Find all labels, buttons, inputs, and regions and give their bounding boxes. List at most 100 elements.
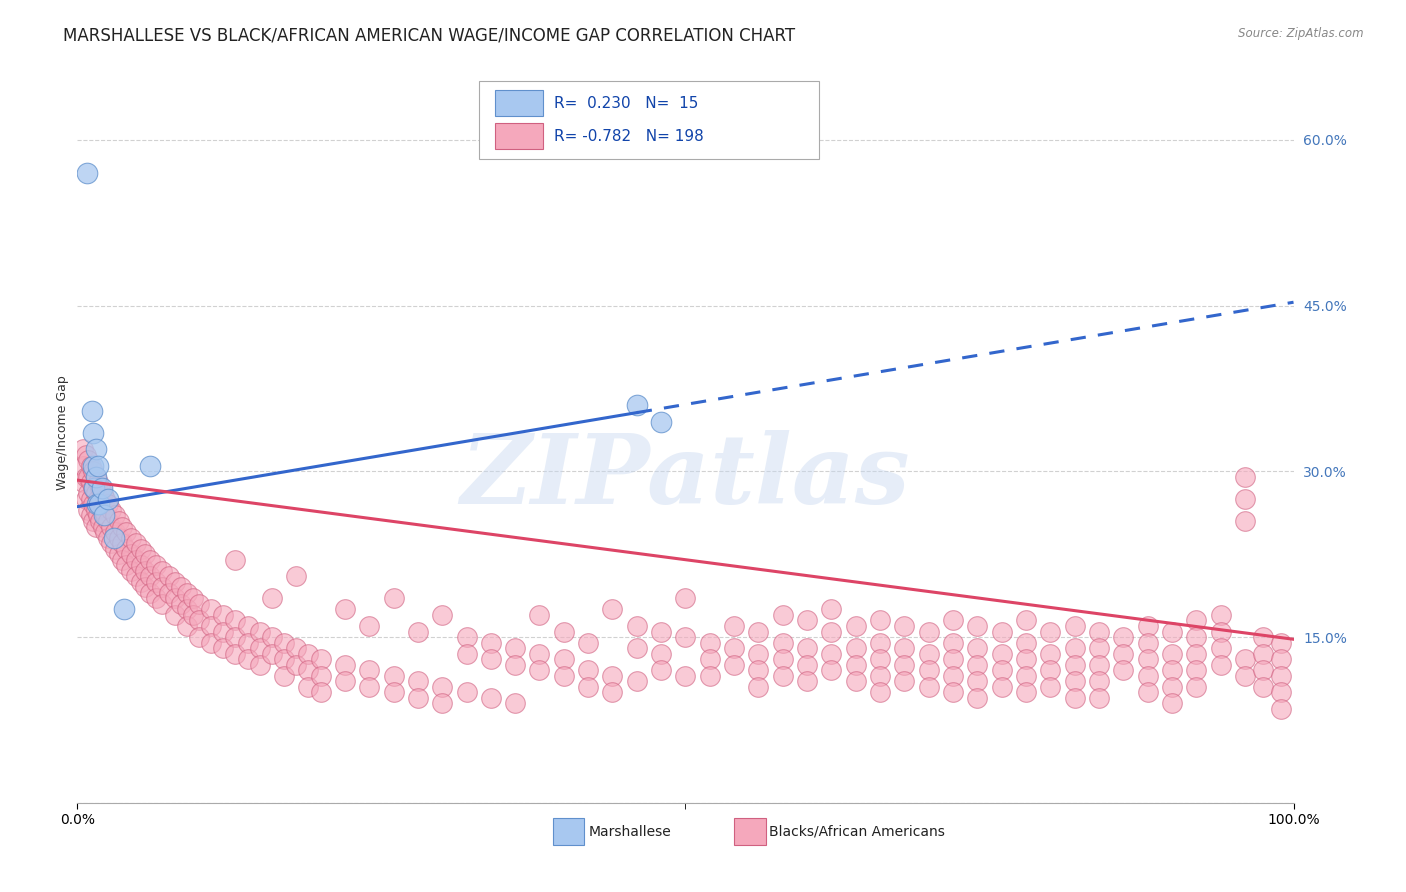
Point — [626, 674, 648, 689]
Point — [942, 685, 965, 699]
Point — [602, 685, 624, 699]
Point — [236, 652, 259, 666]
Point — [212, 624, 235, 639]
Point — [309, 685, 332, 699]
Point — [942, 614, 965, 628]
Point — [990, 680, 1012, 694]
Point — [72, 442, 94, 457]
Point — [479, 690, 502, 705]
Text: MARSHALLESE VS BLACK/AFRICAN AMERICAN WAGE/INCOME GAP CORRELATION CHART: MARSHALLESE VS BLACK/AFRICAN AMERICAN WA… — [63, 27, 796, 45]
Point — [125, 552, 148, 566]
Point — [1136, 685, 1159, 699]
Point — [134, 547, 156, 561]
Point — [80, 458, 103, 473]
Point — [111, 536, 134, 550]
Point — [1015, 652, 1038, 666]
Point — [120, 564, 142, 578]
Point — [675, 669, 697, 683]
Point — [100, 536, 122, 550]
Point — [224, 614, 246, 628]
Point — [796, 641, 818, 656]
Point — [83, 481, 105, 495]
Point — [1251, 647, 1274, 661]
Point — [869, 614, 891, 628]
Point — [966, 674, 988, 689]
Point — [236, 619, 259, 633]
Point — [869, 669, 891, 683]
Point — [297, 647, 319, 661]
Point — [650, 624, 672, 639]
Point — [893, 641, 915, 656]
Point — [1233, 669, 1256, 683]
Point — [845, 674, 868, 689]
Point — [139, 458, 162, 473]
Point — [212, 641, 235, 656]
Point — [139, 569, 162, 583]
Point — [869, 652, 891, 666]
Point — [107, 531, 129, 545]
Point — [1015, 685, 1038, 699]
Point — [181, 591, 204, 606]
Point — [675, 630, 697, 644]
Point — [100, 519, 122, 533]
Point — [1161, 697, 1184, 711]
Point — [249, 624, 271, 639]
Point — [200, 602, 222, 616]
Point — [163, 591, 186, 606]
Point — [84, 470, 107, 484]
Point — [942, 652, 965, 666]
Point — [1136, 652, 1159, 666]
Point — [893, 657, 915, 672]
Point — [94, 491, 117, 506]
FancyBboxPatch shape — [478, 81, 820, 159]
Point — [115, 558, 138, 573]
Point — [82, 458, 104, 473]
Point — [111, 552, 134, 566]
Point — [163, 574, 186, 589]
Point — [820, 663, 842, 677]
Point — [772, 635, 794, 649]
Point — [1112, 663, 1135, 677]
Point — [430, 697, 453, 711]
Point — [406, 690, 429, 705]
Point — [93, 508, 115, 523]
Point — [1209, 657, 1232, 672]
Point — [747, 680, 769, 694]
Point — [89, 481, 111, 495]
Point — [1270, 669, 1292, 683]
Point — [430, 680, 453, 694]
Point — [145, 591, 167, 606]
Point — [650, 415, 672, 429]
Point — [77, 453, 100, 467]
Point — [796, 674, 818, 689]
Point — [1063, 619, 1085, 633]
Point — [1039, 680, 1062, 694]
Point — [157, 586, 180, 600]
Point — [1233, 514, 1256, 528]
FancyBboxPatch shape — [495, 123, 543, 150]
Point — [333, 674, 356, 689]
Point — [152, 564, 174, 578]
Point — [249, 657, 271, 672]
Point — [1088, 674, 1111, 689]
Point — [1136, 635, 1159, 649]
Point — [170, 580, 193, 594]
Point — [97, 491, 120, 506]
Point — [845, 657, 868, 672]
Point — [200, 635, 222, 649]
Point — [699, 652, 721, 666]
Point — [120, 547, 142, 561]
Point — [115, 541, 138, 556]
Point — [77, 470, 100, 484]
Point — [406, 674, 429, 689]
Point — [456, 685, 478, 699]
Point — [188, 597, 211, 611]
Point — [84, 442, 107, 457]
Point — [893, 619, 915, 633]
Point — [406, 624, 429, 639]
Point — [966, 641, 988, 656]
Point — [129, 574, 152, 589]
Point — [107, 514, 129, 528]
Point — [260, 647, 283, 661]
Point — [772, 607, 794, 622]
